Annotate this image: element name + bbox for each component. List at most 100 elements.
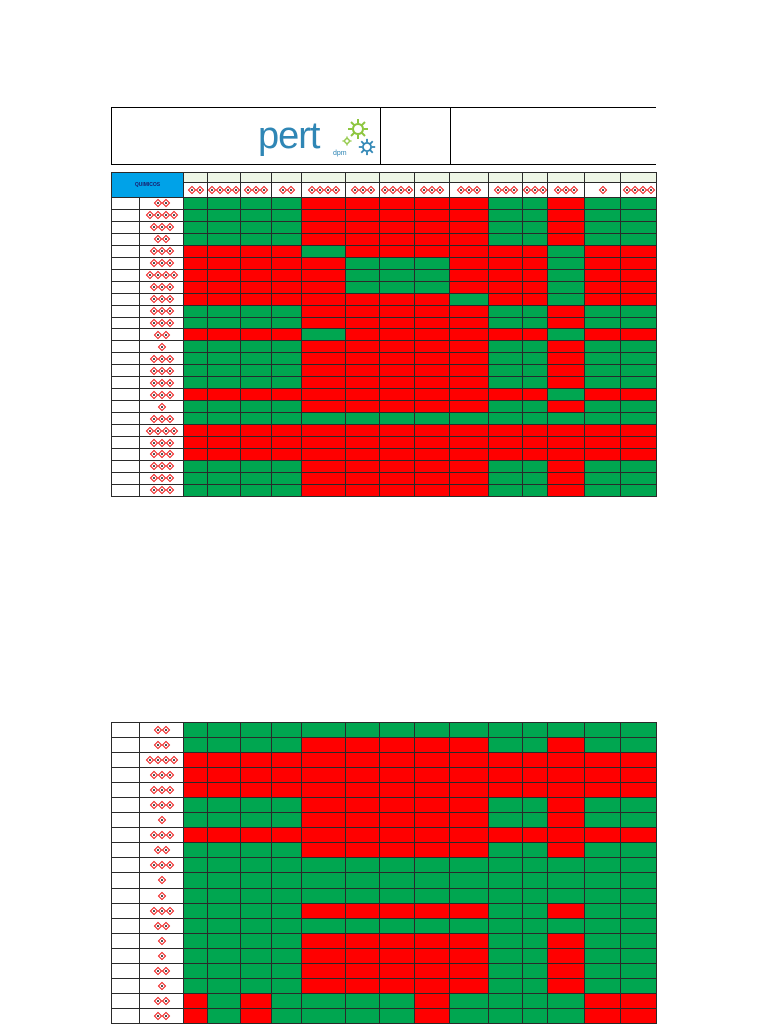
incompatible-cell xyxy=(207,448,241,461)
compatible-cell xyxy=(240,932,272,949)
incompatible-cell xyxy=(620,292,657,306)
hazard-diamond-icon xyxy=(165,906,174,915)
hazard-pictograms xyxy=(149,354,174,364)
hazard-diamond-icon xyxy=(161,235,170,244)
incompatible-cell xyxy=(301,304,346,318)
row-pictograms xyxy=(139,316,184,330)
compatible-cell xyxy=(584,932,621,949)
incompatible-cell xyxy=(183,328,208,342)
incompatible-cell xyxy=(345,812,380,829)
incompatible-cell xyxy=(620,244,657,258)
incompatible-cell xyxy=(183,1007,208,1024)
table-row xyxy=(111,316,657,330)
hazard-diamond-icon xyxy=(165,414,174,423)
compatible-cell xyxy=(547,1007,585,1024)
compatible-cell xyxy=(547,857,585,874)
row-label xyxy=(111,827,140,844)
compatible-cell xyxy=(620,400,657,414)
incompatible-cell xyxy=(240,1007,272,1024)
incompatible-cell xyxy=(488,767,523,784)
row-pictograms xyxy=(139,992,184,1009)
incompatible-cell xyxy=(379,459,415,473)
hazard-diamond-icon xyxy=(278,185,287,195)
hazard-diamond-icon xyxy=(161,199,170,208)
compatible-cell xyxy=(584,316,621,330)
incompatible-cell xyxy=(547,797,585,814)
incompatible-cell xyxy=(301,268,346,282)
row-label xyxy=(111,232,140,246)
incompatible-cell xyxy=(207,268,241,282)
incompatible-cell xyxy=(414,947,450,964)
row-pictograms xyxy=(139,782,184,799)
incompatible-cell xyxy=(547,459,585,473)
hazard-pictograms xyxy=(149,473,174,483)
hazard-diamond-icon xyxy=(157,861,166,870)
hazard-pictograms xyxy=(307,185,340,195)
incompatible-cell xyxy=(379,304,415,318)
compatible-cell xyxy=(488,932,523,949)
compatible-cell xyxy=(207,304,241,318)
incompatible-cell xyxy=(379,197,415,210)
compatible-cell xyxy=(271,1007,302,1024)
hazard-diamond-icon xyxy=(165,474,174,483)
row-label xyxy=(111,197,140,210)
hazard-diamond-icon xyxy=(157,390,166,399)
incompatible-cell xyxy=(345,483,380,498)
compatible-cell xyxy=(522,842,548,859)
hazard-diamond-icon xyxy=(358,185,367,195)
incompatible-cell xyxy=(379,232,415,246)
hazard-pictograms xyxy=(149,222,174,232)
row-label xyxy=(111,917,140,934)
compatible-cell xyxy=(240,471,272,485)
compatible-cell xyxy=(183,412,208,426)
compatible-cell xyxy=(620,797,657,814)
compatibility-matrix-1: QUIMICOS xyxy=(111,172,657,498)
hazard-pictograms xyxy=(145,270,178,280)
incompatible-cell xyxy=(183,244,208,258)
incompatible-cell xyxy=(379,483,415,498)
column-header xyxy=(301,172,346,198)
incompatible-cell xyxy=(620,827,657,844)
hazard-diamond-icon xyxy=(149,390,158,399)
hazard-diamond-icon xyxy=(165,318,174,328)
hazard-diamond-icon xyxy=(323,185,332,195)
hazard-diamond-icon xyxy=(149,378,158,388)
compatible-cell xyxy=(379,268,415,282)
incompatible-cell xyxy=(522,292,548,306)
compatible-cell xyxy=(240,376,272,390)
incompatible-cell xyxy=(345,842,380,859)
incompatible-cell xyxy=(488,328,523,342)
hazard-diamond-icon xyxy=(157,486,166,495)
incompatible-cell xyxy=(584,448,621,461)
hazard-diamond-icon xyxy=(169,270,178,280)
hazard-diamond-icon xyxy=(157,402,166,411)
row-label xyxy=(111,752,140,769)
incompatible-cell xyxy=(345,197,380,210)
hazard-diamond-icon xyxy=(231,185,240,195)
row-label xyxy=(111,424,140,438)
row-label xyxy=(111,1007,140,1024)
compatible-cell xyxy=(488,220,523,234)
compatible-cell xyxy=(379,1007,415,1024)
incompatible-cell xyxy=(449,767,489,784)
incompatible-cell xyxy=(345,352,380,366)
incompatible-cell xyxy=(449,400,489,414)
compatible-cell xyxy=(207,340,241,354)
compatible-cell xyxy=(584,797,621,814)
incompatible-cell xyxy=(547,932,585,949)
incompatible-cell xyxy=(488,782,523,799)
hazard-diamond-icon xyxy=(509,185,518,195)
incompatible-cell xyxy=(345,424,380,438)
incompatible-cell xyxy=(547,232,585,246)
incompatible-cell xyxy=(207,827,241,844)
compatible-cell xyxy=(240,340,272,354)
incompatible-cell xyxy=(449,459,489,473)
hazard-pictograms xyxy=(149,294,174,304)
incompatible-cell xyxy=(449,752,489,769)
incompatible-cell xyxy=(183,268,208,282)
incompatible-cell xyxy=(547,752,585,769)
incompatible-cell xyxy=(240,256,272,270)
compatible-cell xyxy=(207,459,241,473)
incompatible-cell xyxy=(414,977,450,994)
compatible-cell xyxy=(271,812,302,829)
